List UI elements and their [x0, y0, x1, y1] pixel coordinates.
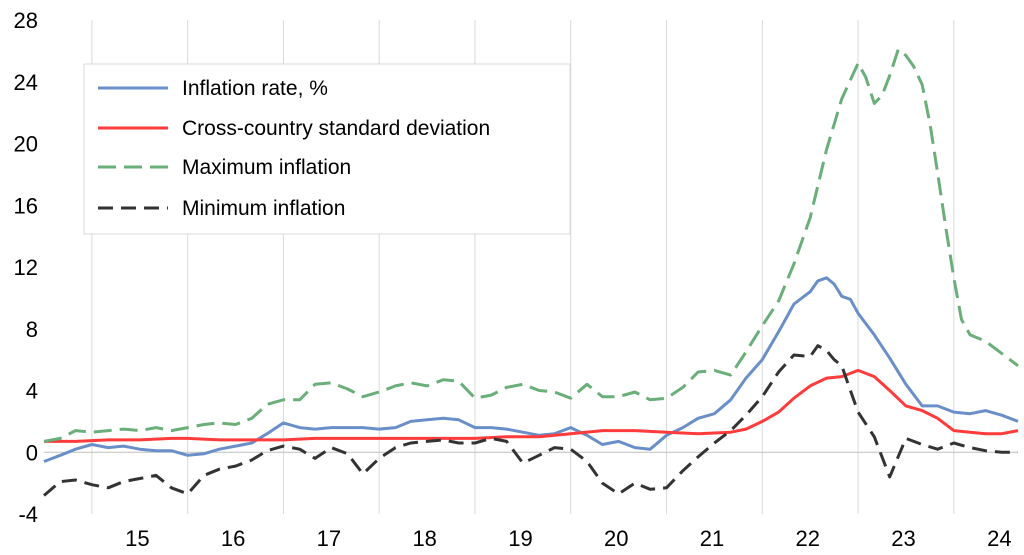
y-tick-label: 16 — [14, 193, 38, 218]
x-tick-label: 16 — [221, 526, 245, 551]
x-tick-label: 23 — [891, 526, 915, 551]
legend: Inflation rate, % Cross-country standard … — [83, 63, 571, 235]
series-line-2 — [43, 47, 1019, 443]
legend-label-0: Inflation rate, % — [182, 77, 328, 100]
x-tick-label: 22 — [796, 526, 820, 551]
series-line-3 — [43, 344, 1018, 497]
legend-box — [83, 63, 571, 235]
legend-label-1: Cross-country standard deviation — [182, 117, 490, 140]
series-line-0 — [43, 276, 1019, 463]
x-tick-label: 18 — [412, 526, 436, 551]
y-tick-label: 20 — [14, 132, 38, 157]
x-tick-label: 21 — [700, 526, 724, 551]
x-tick-label: 24 — [987, 526, 1011, 551]
y-tick-label: -4 — [18, 502, 38, 527]
series-lines — [43, 47, 1019, 497]
y-axis-tick-labels: -4 0 4 8 12 16 20 24 28 — [14, 8, 38, 527]
x-tick-label: 19 — [508, 526, 532, 551]
y-tick-label: 28 — [14, 8, 38, 33]
legend-label-2: Maximum inflation — [182, 156, 351, 179]
x-axis-tick-labels: 15 16 17 18 19 20 21 22 23 24 — [125, 526, 1011, 551]
x-tick-label: 15 — [125, 526, 149, 551]
legend-label-3: Minimum inflation — [182, 197, 345, 220]
y-tick-label: 24 — [14, 70, 38, 95]
y-tick-label: 0 — [26, 440, 38, 465]
series-line-1 — [44, 368, 1019, 443]
x-tick-label: 20 — [604, 526, 628, 551]
y-tick-label: 12 — [14, 255, 38, 280]
y-tick-label: 8 — [26, 317, 38, 342]
x-tick-label: 17 — [317, 526, 341, 551]
y-tick-label: 4 — [26, 379, 38, 404]
